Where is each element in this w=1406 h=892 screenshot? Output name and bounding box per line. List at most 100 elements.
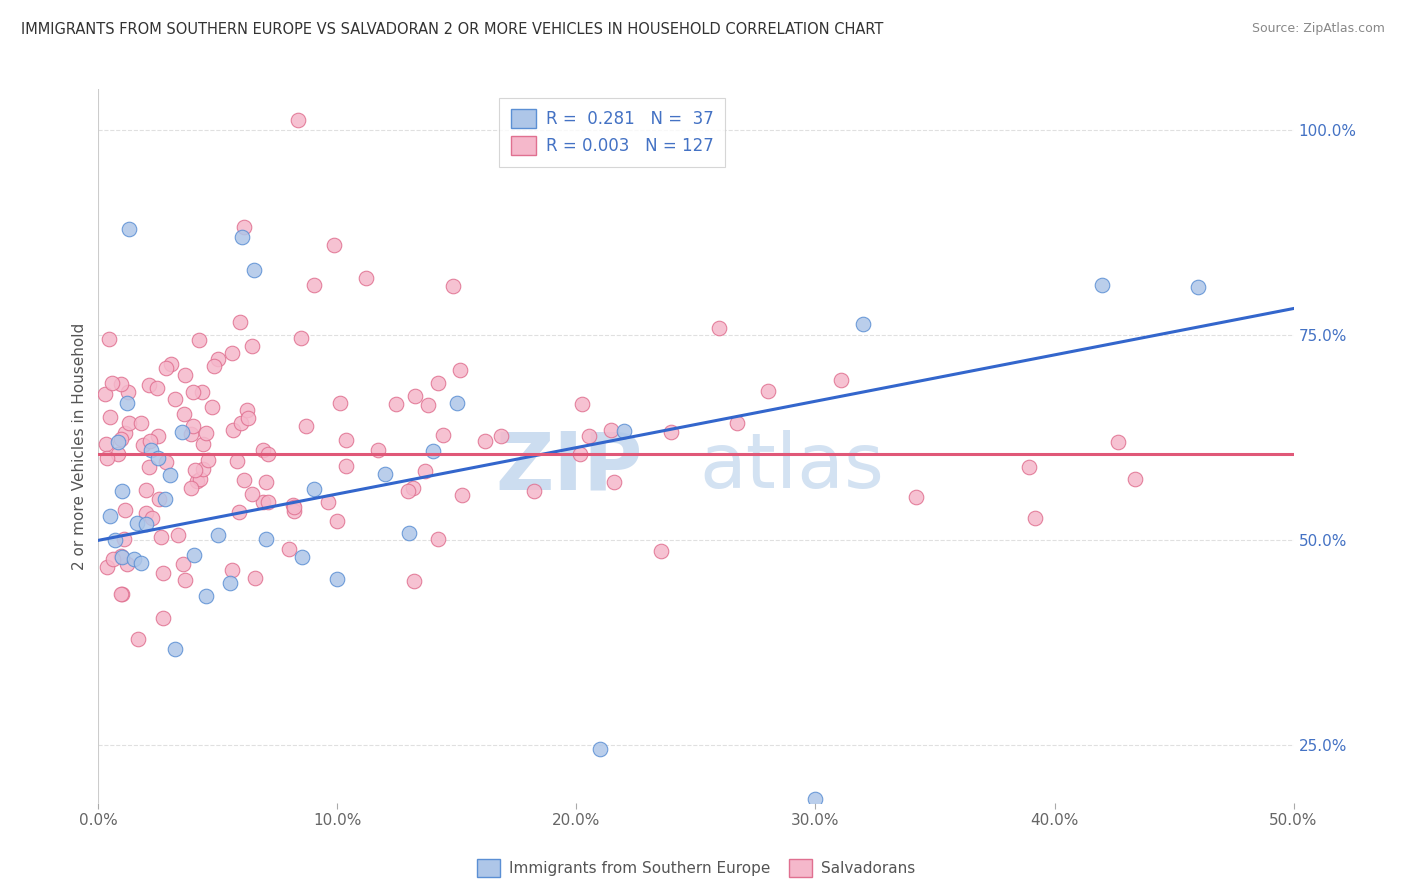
Point (172, 425, 194, 440)
Point (243, 262, 266, 277)
Point (221, 346, 243, 360)
Point (252, 495, 274, 509)
Point (432, 428, 454, 442)
Point (145, 381, 167, 395)
Point (180, 481, 202, 495)
Point (174, 368, 197, 383)
Point (191, 437, 214, 451)
Point (326, 572, 349, 586)
Point (257, 495, 280, 509)
Legend: Immigrants from Southern Europe, Salvadorans: Immigrants from Southern Europe, Salvado… (471, 854, 921, 883)
Point (202, 359, 225, 373)
Point (183, 548, 205, 562)
Point (125, 516, 148, 530)
Point (172, 558, 194, 572)
Point (1187, 280, 1209, 294)
Point (155, 455, 177, 469)
Point (141, 510, 163, 524)
Point (191, 462, 214, 476)
Point (195, 589, 218, 603)
Point (159, 357, 181, 371)
Point (229, 315, 252, 329)
Point (385, 397, 408, 411)
Point (474, 434, 496, 449)
Point (756, 384, 779, 399)
Point (132, 438, 155, 452)
Point (294, 418, 316, 433)
Point (115, 396, 138, 410)
Point (184, 463, 207, 477)
Point (152, 566, 174, 581)
Point (98, 508, 122, 523)
Text: Source: ZipAtlas.com: Source: ZipAtlas.com (1251, 22, 1385, 36)
Point (127, 632, 149, 646)
Point (163, 392, 186, 406)
Point (852, 318, 875, 332)
Point (1018, 460, 1040, 475)
Point (96, 451, 118, 466)
Point (650, 543, 672, 558)
Point (396, 483, 419, 498)
Point (450, 487, 472, 501)
Point (114, 503, 136, 517)
Point (197, 453, 219, 467)
Point (287, 113, 309, 128)
Point (426, 533, 449, 547)
Point (117, 557, 139, 571)
Point (236, 403, 259, 417)
Point (231, 230, 253, 244)
Point (446, 395, 468, 409)
Point (374, 467, 396, 481)
Point (830, 373, 852, 387)
Point (135, 483, 157, 497)
Point (523, 483, 546, 498)
Point (219, 576, 242, 591)
Point (659, 425, 682, 439)
Point (277, 541, 299, 556)
Point (101, 552, 124, 566)
Y-axis label: 2 or more Vehicles in Household: 2 or more Vehicles in Household (72, 322, 87, 570)
Point (1024, 511, 1046, 525)
Point (201, 400, 224, 414)
Point (1123, 472, 1146, 486)
Point (367, 442, 389, 457)
Point (589, 742, 612, 756)
Point (281, 498, 304, 512)
Point (138, 460, 160, 475)
Point (98, 332, 121, 346)
Point (96, 560, 118, 574)
Point (94, 386, 117, 401)
Point (191, 384, 214, 399)
Point (252, 443, 274, 458)
Point (489, 429, 512, 443)
Point (195, 426, 218, 441)
Point (118, 416, 141, 430)
Point (229, 416, 252, 430)
Point (135, 506, 157, 520)
Point (335, 458, 357, 473)
Point (291, 550, 314, 565)
Point (155, 360, 177, 375)
Point (207, 527, 229, 541)
Point (98, 410, 121, 425)
Point (326, 514, 349, 528)
Point (316, 495, 339, 509)
Point (111, 484, 134, 499)
Point (111, 549, 134, 564)
Point (152, 611, 174, 625)
Point (232, 473, 254, 487)
Point (283, 504, 305, 518)
Point (124, 551, 146, 566)
Point (222, 423, 245, 437)
Point (139, 442, 162, 457)
Point (441, 278, 464, 293)
Point (146, 429, 169, 443)
Point (401, 481, 423, 495)
Point (180, 427, 202, 442)
Point (107, 434, 129, 449)
Point (709, 321, 731, 335)
Point (236, 410, 259, 425)
Point (149, 530, 172, 544)
Point (398, 525, 420, 540)
Point (110, 587, 132, 601)
